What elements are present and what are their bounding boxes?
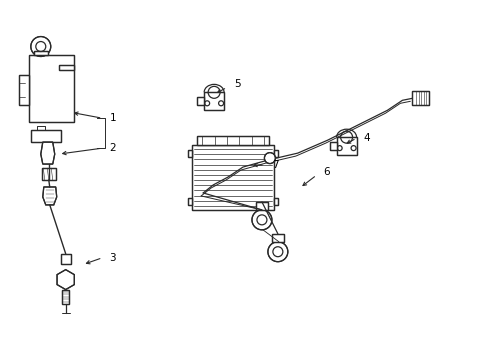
Polygon shape xyxy=(188,150,192,157)
Polygon shape xyxy=(57,270,74,289)
Polygon shape xyxy=(197,136,268,145)
Polygon shape xyxy=(197,97,203,105)
Polygon shape xyxy=(31,130,61,142)
Polygon shape xyxy=(273,198,277,205)
Polygon shape xyxy=(34,50,48,55)
Circle shape xyxy=(267,242,287,262)
Polygon shape xyxy=(336,137,356,155)
Polygon shape xyxy=(19,75,29,105)
Polygon shape xyxy=(273,150,277,157)
Text: 3: 3 xyxy=(109,253,116,263)
Text: 4: 4 xyxy=(363,133,369,143)
Polygon shape xyxy=(42,187,57,205)
Circle shape xyxy=(251,210,271,230)
Text: 7: 7 xyxy=(271,160,278,170)
Text: 5: 5 xyxy=(234,79,240,89)
Circle shape xyxy=(264,153,275,163)
Text: 6: 6 xyxy=(323,167,329,177)
Polygon shape xyxy=(62,289,69,303)
Polygon shape xyxy=(41,142,55,164)
Circle shape xyxy=(31,37,51,57)
Polygon shape xyxy=(41,168,56,180)
Polygon shape xyxy=(59,66,74,71)
Polygon shape xyxy=(188,198,192,205)
Polygon shape xyxy=(255,202,267,210)
Polygon shape xyxy=(61,254,71,264)
Text: 1: 1 xyxy=(109,113,116,123)
Polygon shape xyxy=(29,55,74,122)
Polygon shape xyxy=(329,142,336,150)
Polygon shape xyxy=(411,91,428,105)
Polygon shape xyxy=(271,234,283,242)
Polygon shape xyxy=(192,145,273,210)
Polygon shape xyxy=(203,92,224,110)
Text: 2: 2 xyxy=(109,143,116,153)
